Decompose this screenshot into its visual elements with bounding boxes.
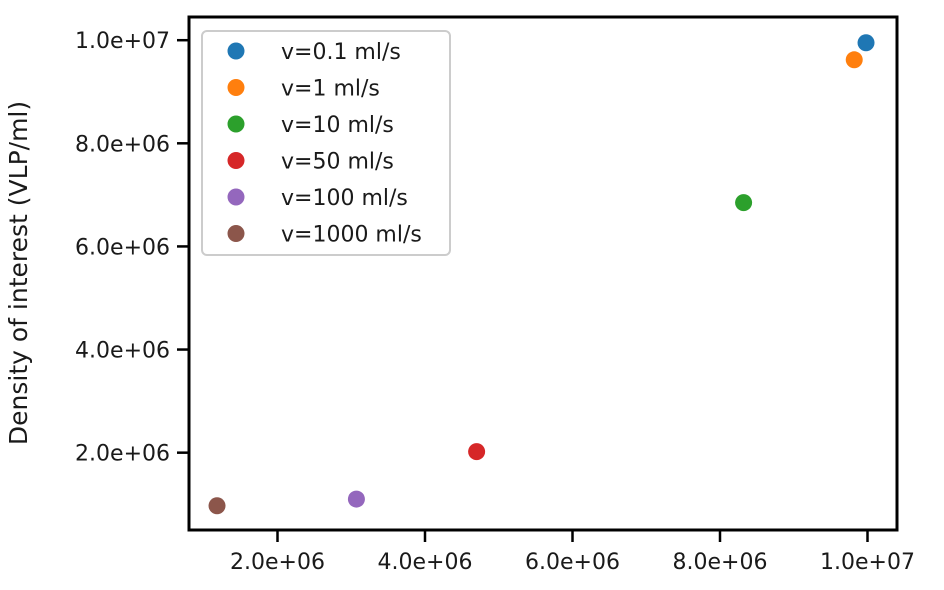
legend-marker	[227, 225, 245, 242]
legend-label: v=10 ml/s	[281, 113, 394, 138]
plot-frame	[187, 15, 899, 532]
legend-marker	[227, 42, 245, 60]
y-tick-label: 8.0e+06	[75, 132, 170, 157]
data-point	[208, 497, 226, 515]
x-tick-label: 8.0e+06	[673, 550, 768, 575]
data-point	[468, 443, 486, 461]
legend-marker	[227, 79, 245, 96]
legend-label: v=50 ml/s	[281, 150, 394, 175]
points-layer	[208, 34, 875, 515]
legend-marker	[227, 152, 245, 169]
data-point	[347, 490, 365, 508]
data-point	[845, 51, 863, 69]
x-tick-label: 6.0e+06	[525, 550, 620, 575]
legend-label: v=1000 ml/s	[281, 223, 422, 248]
y-tick-label: 6.0e+06	[75, 235, 170, 260]
y-tick-label: 2.0e+06	[75, 442, 170, 467]
legend-marker	[227, 188, 245, 206]
x-tick-label: 1.0e+07	[820, 550, 915, 575]
data-point	[857, 34, 875, 52]
legend-label: v=1 ml/s	[281, 77, 380, 102]
legend-marker	[227, 115, 245, 133]
x-tick-label: 4.0e+06	[378, 550, 473, 575]
legend: v=0.1 ml/s v=1 ml/s v=10 ml/s v=50 ml/s v=10…	[201, 30, 451, 256]
data-point	[735, 194, 753, 212]
legend-label: v=100 ml/s	[281, 186, 408, 211]
legend-box	[201, 30, 451, 256]
y-tick-label: 1.0e+07	[75, 29, 170, 54]
y-axis-title: Density of interest (VLP/ml)	[4, 101, 33, 445]
x-tick-label: 2.0e+06	[230, 550, 325, 575]
ticks-layer: 2.0e+06 4.0e+06 6.0e+06 8.0e+06 1.0e+07 2.0e+…	[75, 29, 915, 575]
y-tick-label: 4.0e+06	[75, 339, 170, 364]
legend-label: v=0.1 ml/s	[281, 40, 401, 65]
